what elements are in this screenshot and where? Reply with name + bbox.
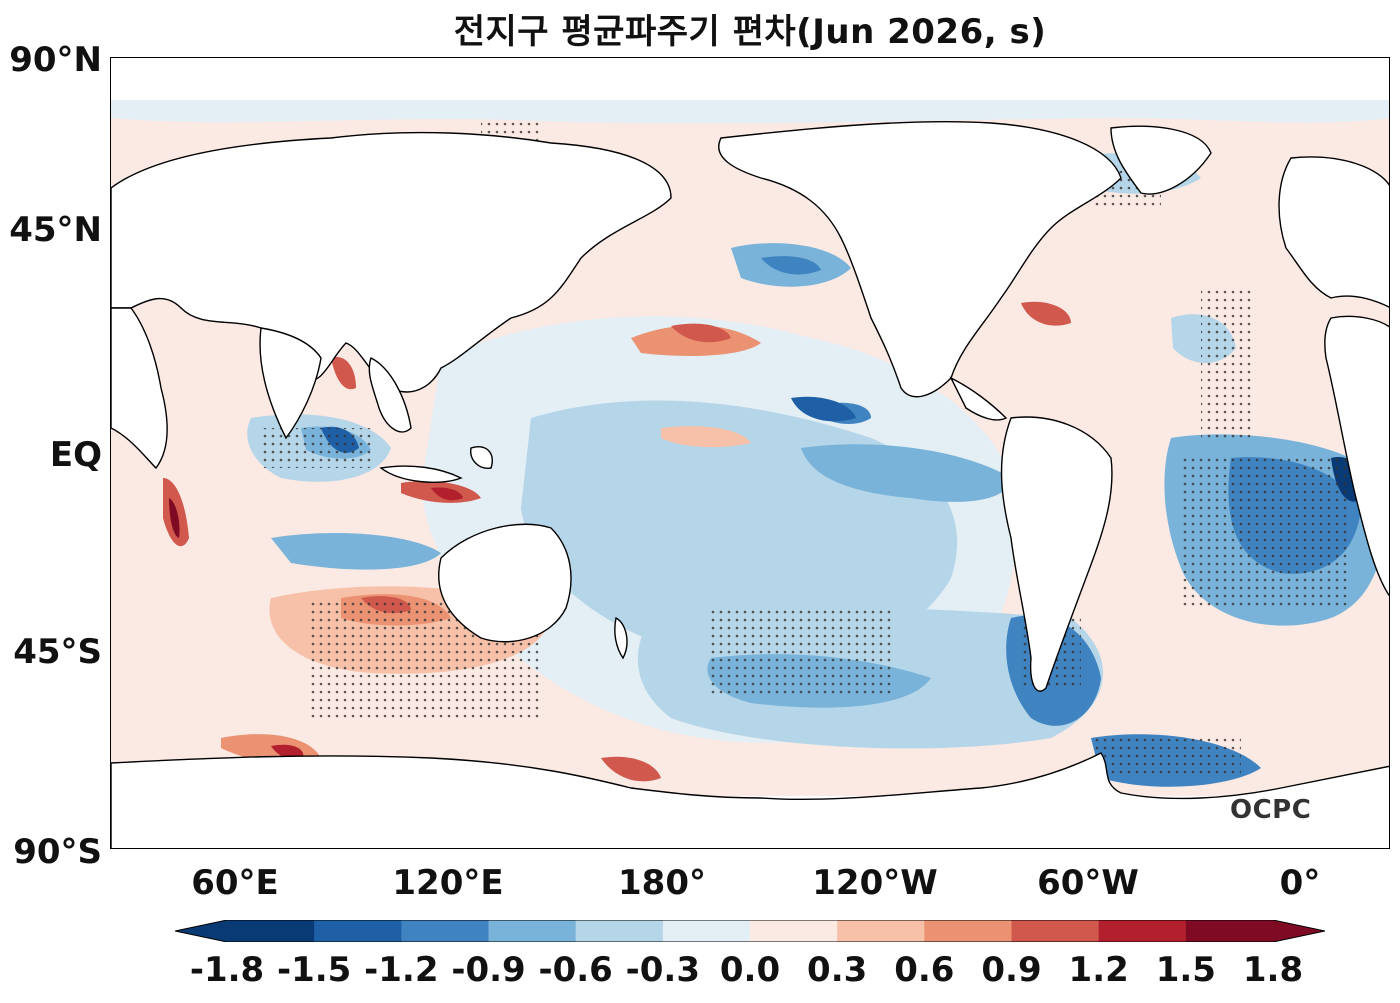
colorbar-segment [314, 920, 402, 942]
colorbar-segment [1098, 920, 1187, 942]
colorbar-tick-label: 1.2 [1068, 950, 1129, 990]
colorbar-segment [575, 920, 664, 942]
colorbar-segment [227, 920, 315, 942]
lon-label-60e: 60°E [191, 863, 279, 903]
colorbar-tick-label: 0.0 [719, 950, 781, 990]
lon-label-120e: 120°E [392, 863, 504, 903]
colorbar-extend-low [175, 920, 227, 942]
lat-label-90n: 90°N [9, 40, 102, 80]
colorbar-tick-label: -1.5 [276, 950, 352, 990]
ocpc-logo: OCPC [1230, 795, 1312, 825]
lat-label-eq: EQ [49, 435, 102, 475]
colorbar-extend-high [1273, 920, 1325, 942]
colorbar-tick-label: 0.3 [807, 950, 868, 990]
map-title: 전지구 평균파주기 편차(Jun 2026, s) [453, 12, 1047, 52]
colorbar-tick-label: -1.8 [189, 950, 265, 990]
lat-label-90s: 90°S [13, 832, 102, 872]
colorbar-tick-label: -0.6 [538, 950, 613, 990]
lon-label-0: 0° [1279, 863, 1321, 903]
lon-label-120w: 120°W [812, 863, 938, 903]
anomaly-map [110, 57, 1390, 849]
colorbar-segment [488, 920, 577, 942]
colorbar-tick-label: 1.5 [1155, 950, 1216, 990]
colorbar-segment [750, 920, 838, 942]
colorbar-segment [662, 920, 751, 942]
colorbar-tick-label: 0.9 [981, 950, 1042, 990]
land-masses [111, 120, 1389, 848]
colorbar-segment [401, 920, 489, 942]
lon-label-60w: 60°W [1037, 863, 1139, 903]
colorbar-tick-label: 0.6 [894, 950, 955, 990]
colorbar-segment [924, 920, 1012, 942]
colorbar-tick-label: 1.8 [1242, 950, 1304, 990]
lat-label-45n: 45°N [9, 210, 102, 250]
colorbar-tick-label: -1.2 [364, 950, 439, 990]
colorbar [175, 920, 1325, 942]
lat-label-45s: 45°S [13, 632, 102, 672]
lon-label-180: 180° [618, 863, 706, 903]
colorbar-tick-label: -0.9 [451, 950, 526, 990]
map-canvas [111, 58, 1389, 848]
colorbar-segment [1185, 920, 1274, 942]
colorbar-segment [837, 920, 925, 942]
colorbar-tick-label: -0.3 [625, 950, 700, 990]
colorbar-segment [1011, 920, 1100, 942]
